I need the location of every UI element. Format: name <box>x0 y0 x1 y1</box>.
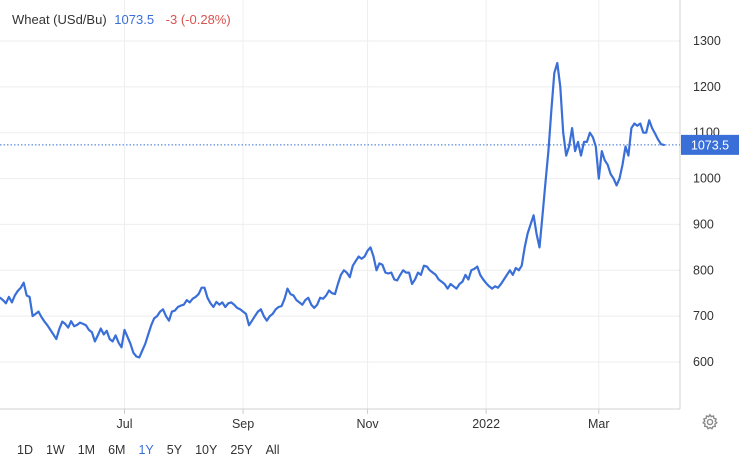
price-change: -3 (-0.28%) <box>165 12 231 27</box>
current-price: 1073.5 <box>114 12 155 27</box>
range-1d[interactable]: 1D <box>17 443 33 457</box>
x-tick-label: Sep <box>232 417 254 431</box>
chart-header: Wheat (USd/Bu) 1073.5 -3 (-0.28%) <box>12 12 231 27</box>
last-value-badge <box>681 134 739 155</box>
grid-lines <box>0 0 680 409</box>
range-25y[interactable]: 25Y <box>230 443 253 457</box>
y-tick-label: 1200 <box>693 80 721 94</box>
y-tick-label: 800 <box>693 263 714 277</box>
range-6m[interactable]: 6M <box>108 443 126 457</box>
range-1m[interactable]: 1M <box>77 443 96 457</box>
x-tick-label: 2022 <box>472 417 500 431</box>
range-all[interactable]: All <box>265 443 280 457</box>
labels-layer: 1073.5 <box>0 134 739 155</box>
x-tick-label: Nov <box>356 417 379 431</box>
y-tick-label: 900 <box>693 217 714 231</box>
y-tick-label: 1300 <box>693 34 721 48</box>
range-10y[interactable]: 10Y <box>195 443 218 457</box>
range-1y[interactable]: 1Y <box>138 443 154 457</box>
x-tick-label: Mar <box>588 417 610 431</box>
range-selector: 1D 1W 1M 6M 1Y 5Y 10Y 25Y All <box>17 443 292 457</box>
y-tick-label: 600 <box>693 355 714 369</box>
last-value-label: 1073.5 <box>691 138 729 152</box>
x-tick-label: Jul <box>117 417 133 431</box>
chart-title: Wheat (USd/Bu) <box>12 12 107 27</box>
y-tick-label: 1000 <box>693 172 721 186</box>
y-tick-label: 700 <box>693 309 714 323</box>
series-line <box>0 61 666 359</box>
series-layer <box>0 61 666 359</box>
settings-button[interactable] <box>701 413 719 431</box>
range-5y[interactable]: 5Y <box>166 443 183 457</box>
gear-icon <box>702 413 718 430</box>
range-1w[interactable]: 1W <box>45 443 65 457</box>
